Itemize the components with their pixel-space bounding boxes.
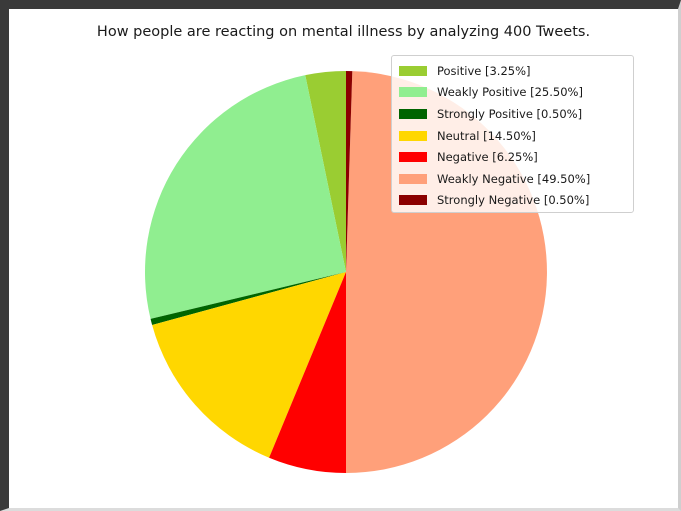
- legend-item-3: Neutral [14.50%]: [399, 125, 633, 147]
- pie-slice-1: [144, 75, 346, 319]
- pie-slice-2: [150, 272, 346, 326]
- pie-slice-0: [305, 71, 346, 272]
- legend-swatch: [399, 152, 427, 163]
- chart-title: How people are reacting on mental illnes…: [96, 24, 591, 40]
- legend-item-5: Weakly Negative [49.50%]: [399, 168, 633, 190]
- legend-label: Negative [6.25%]: [437, 150, 538, 165]
- legend-swatch: [399, 173, 427, 184]
- legend-swatch: [399, 195, 427, 206]
- legend-item-1: Weakly Positive [25.50%]: [399, 82, 633, 104]
- legend-item-4: Negative [6.25%]: [399, 146, 633, 168]
- legend-label: Strongly Positive [0.50%]: [437, 106, 583, 121]
- legend-item-0: Positive [3.25%]: [399, 60, 633, 82]
- legend: Positive [3.25%] Weakly Positive [25.50%]…: [391, 55, 634, 213]
- legend-item-6: Strongly Negative [0.50%]: [399, 190, 633, 212]
- legend-item-2: Strongly Positive [0.50%]: [399, 103, 633, 125]
- legend-swatch: [399, 108, 427, 119]
- pie-slice-6: [346, 71, 353, 272]
- legend-label: Weakly Negative [49.50%]: [437, 171, 591, 186]
- legend-swatch: [399, 130, 427, 141]
- legend-label: Neutral [14.50%]: [437, 128, 536, 143]
- legend-label: Weakly Positive [25.50%]: [437, 85, 583, 100]
- pie-slice-3: [152, 272, 346, 458]
- pie-slice-4: [269, 272, 346, 473]
- legend-swatch: [399, 65, 427, 76]
- legend-label: Positive [3.25%]: [437, 63, 531, 78]
- legend-label: Strongly Negative [0.50%]: [437, 193, 590, 208]
- legend-swatch: [399, 87, 427, 98]
